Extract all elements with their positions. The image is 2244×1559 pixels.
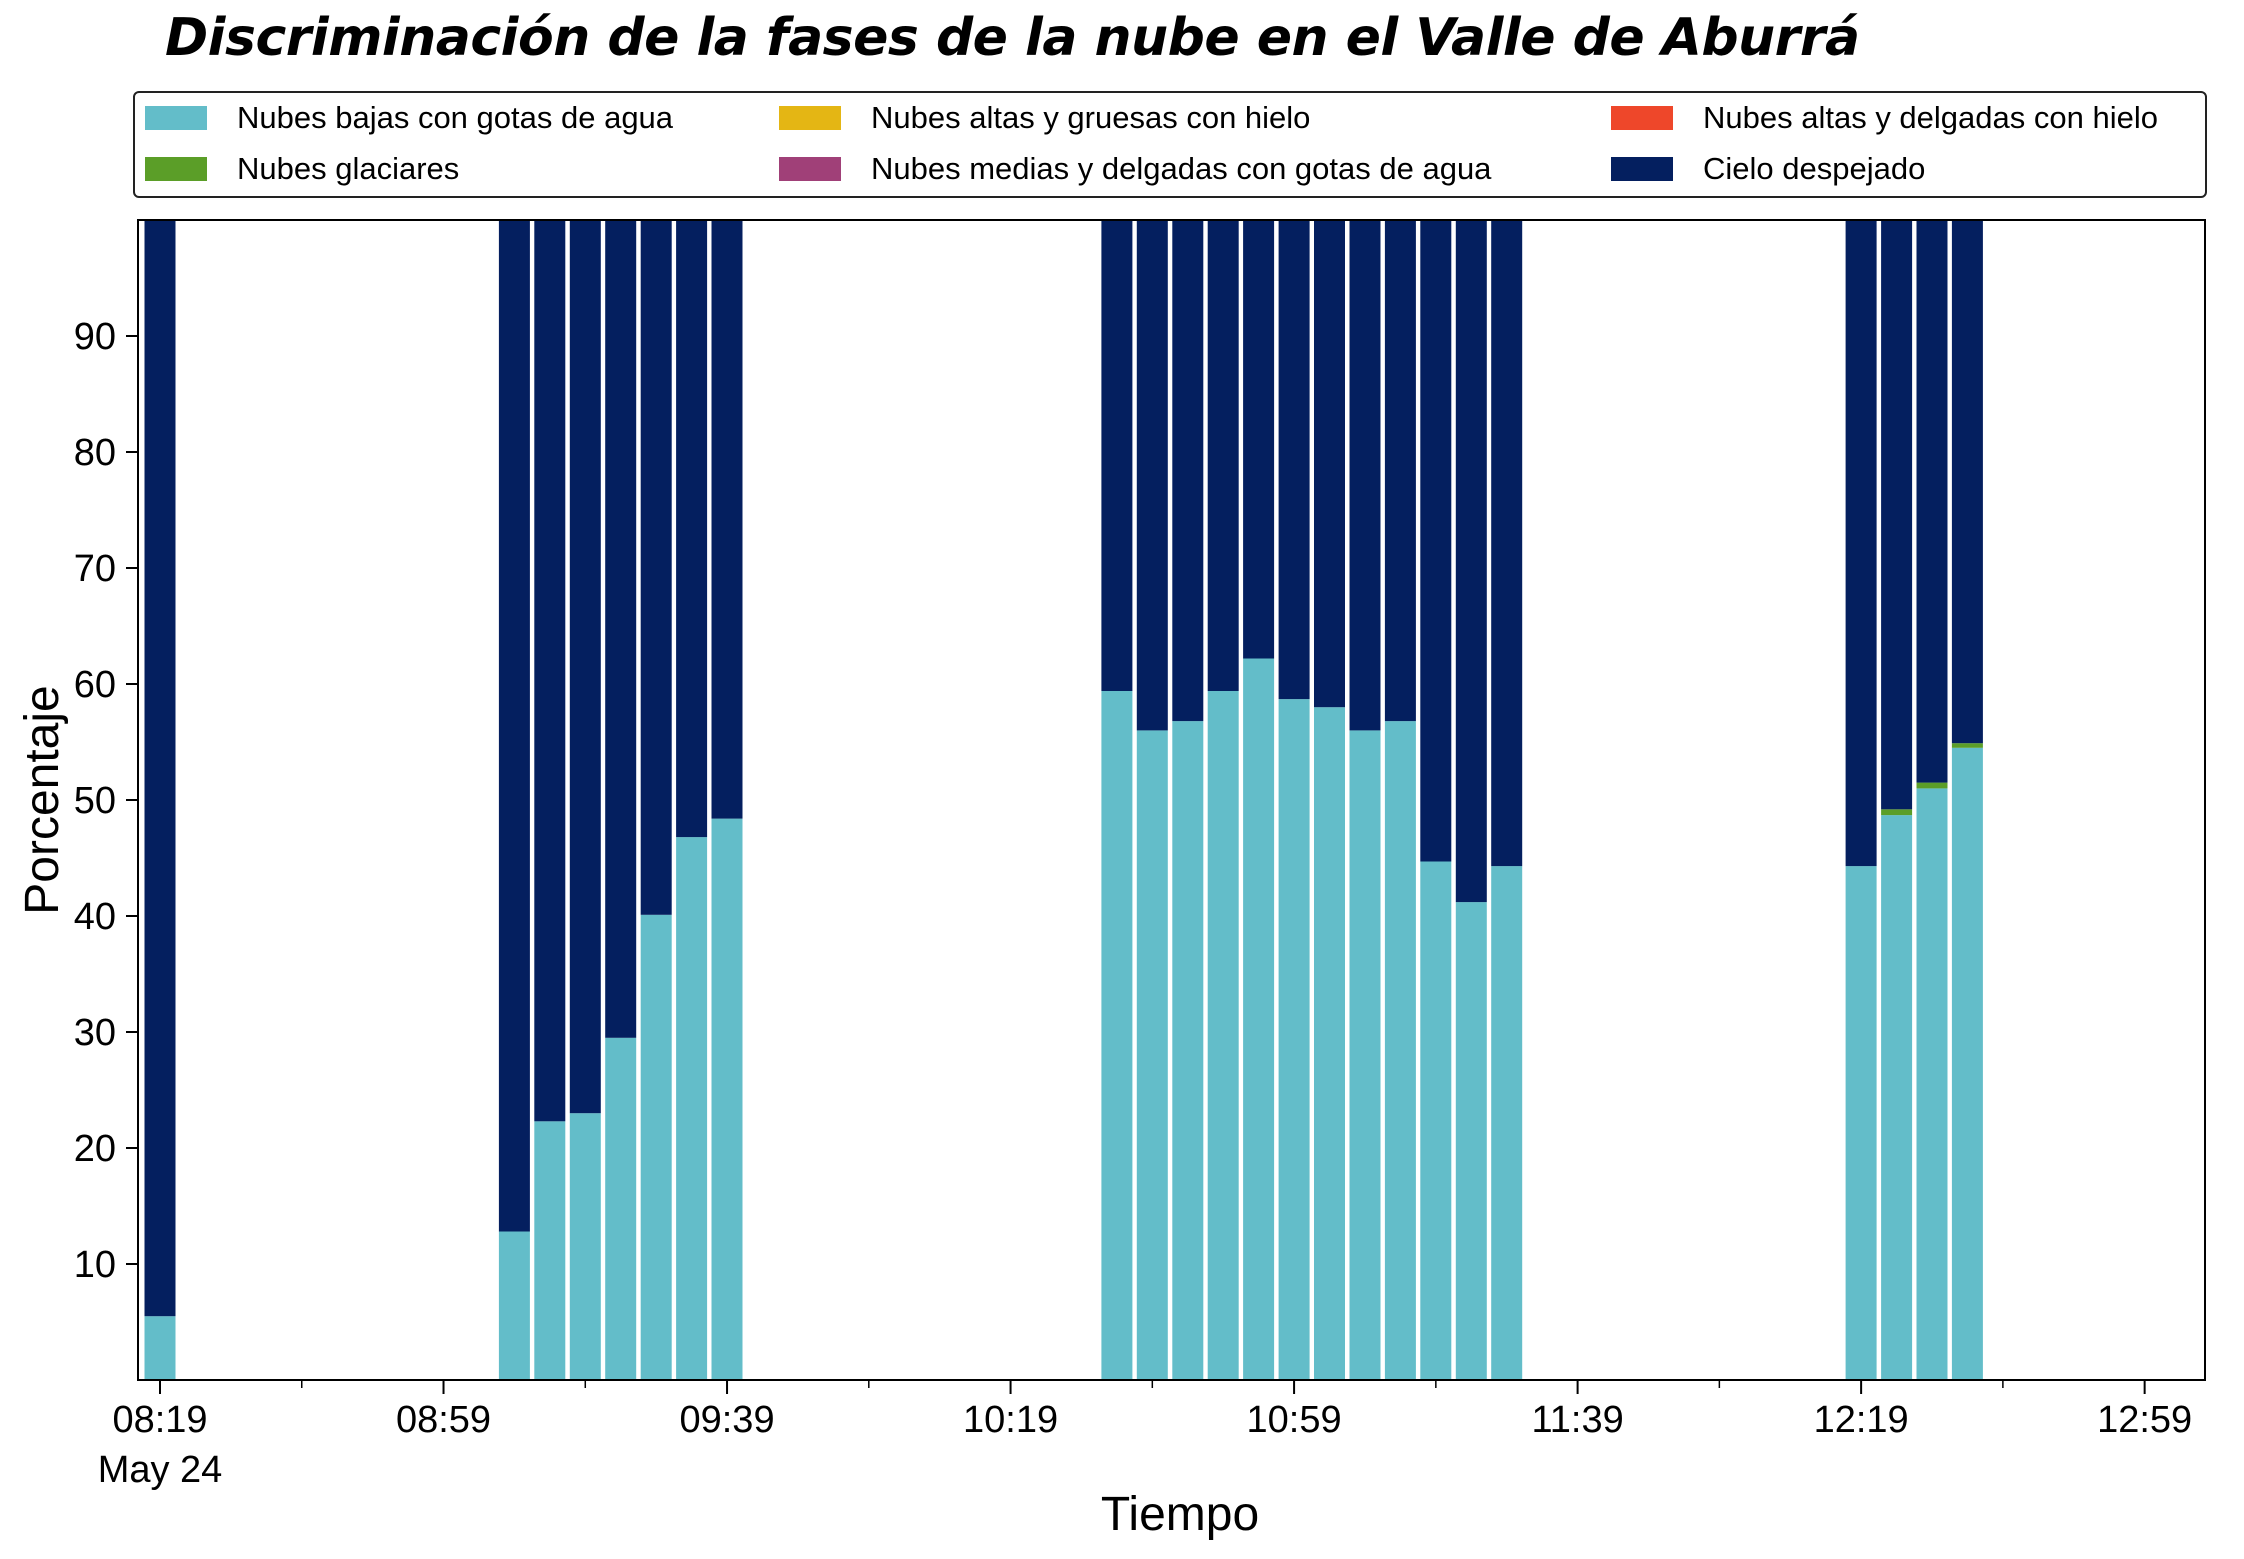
bar-segment xyxy=(1881,815,1913,1380)
x-tick-label: 10:59 xyxy=(1247,1399,1342,1441)
y-tick-label: 30 xyxy=(74,1012,116,1054)
x-axis: 08:19 08:59 09:39 10:19 10:59 11:39 12:19 12:59… xyxy=(98,1380,2192,1491)
bar-segment xyxy=(1951,747,1983,1380)
legend-label: Nubes glaciares xyxy=(237,151,460,186)
legend-item-nubes-glaciares: Nubes glaciares xyxy=(145,149,459,189)
bars-group xyxy=(144,220,1983,1380)
bar-segment xyxy=(1314,220,1345,708)
legend-item-cielo-despejado: Cielo despejado xyxy=(1611,149,1925,189)
bar-segment xyxy=(640,220,672,915)
bar-segment xyxy=(711,220,743,819)
bar-segment xyxy=(1491,220,1523,867)
bar-segment xyxy=(498,1231,530,1380)
bar-segment xyxy=(569,220,601,1114)
bar-segment xyxy=(1455,220,1487,903)
bar-segment xyxy=(1491,866,1523,1380)
bar-segment xyxy=(1455,902,1487,1380)
bar-segment xyxy=(1420,861,1452,1380)
y-tick-label: 70 xyxy=(74,548,116,590)
legend-swatch xyxy=(145,157,207,181)
bar-segment xyxy=(1101,691,1133,1380)
bar-segment xyxy=(1881,220,1913,810)
bar-segment xyxy=(676,837,708,1380)
legend-swatch xyxy=(779,106,841,130)
x-tick-label: 08:59 xyxy=(396,1399,491,1441)
bar-segment xyxy=(1207,220,1239,691)
legend-label: Nubes medias y delgadas con gotas de agu… xyxy=(871,151,1492,186)
bar-segment xyxy=(1243,220,1275,659)
bar-segment xyxy=(569,1113,601,1380)
chart-title: Discriminación de la fases de la nube en… xyxy=(165,8,1860,68)
legend-label: Nubes bajas con gotas de agua xyxy=(237,100,674,135)
bar-segment xyxy=(1243,658,1275,1380)
bar-segment xyxy=(534,1121,566,1380)
legend-label: Cielo despejado xyxy=(1703,151,1926,186)
bar-segment xyxy=(1384,220,1416,722)
x-axis-label: Tiempo xyxy=(1101,1488,1259,1541)
bar-segment xyxy=(1349,220,1381,731)
legend-swatch xyxy=(145,106,207,130)
y-axis: 10 20 30 40 50 60 70 80 90 xyxy=(74,316,138,1286)
bar-segment xyxy=(144,1316,176,1380)
legend-swatch xyxy=(779,157,841,181)
bar-segment xyxy=(1951,220,1983,744)
bar-segment xyxy=(676,220,708,838)
bar-segment xyxy=(1172,721,1204,1380)
legend-item-nubes-altas-delgadas: Nubes altas y delgadas con hielo xyxy=(1611,98,2158,138)
y-tick-label: 60 xyxy=(74,664,116,706)
bar-segment xyxy=(640,914,672,1380)
y-tick-label: 20 xyxy=(74,1128,116,1170)
bar-segment xyxy=(1349,730,1381,1380)
x-tick-label: 12:59 xyxy=(2097,1399,2192,1441)
legend-label: Nubes altas y delgadas con hielo xyxy=(1703,100,2158,135)
bar-segment xyxy=(605,1037,637,1380)
y-tick-label: 90 xyxy=(74,316,116,358)
y-tick-label: 50 xyxy=(74,780,116,822)
x-date-label: May 24 xyxy=(98,1449,223,1491)
y-axis-label: Porcentaje xyxy=(16,685,69,914)
x-tick-label: 12:19 xyxy=(1814,1399,1909,1441)
bar-segment xyxy=(1101,220,1133,691)
bar-segment xyxy=(534,220,566,1122)
bar-segment xyxy=(1384,721,1416,1380)
legend-item-nubes-medias: Nubes medias y delgadas con gotas de agu… xyxy=(779,149,1491,189)
bar-segment xyxy=(144,220,176,1317)
bar-segment xyxy=(1278,220,1310,700)
bar-segment xyxy=(1916,220,1948,783)
bar-segment xyxy=(1420,220,1452,862)
chart-legend: Nubes bajas con gotas de agua Nubes glac… xyxy=(133,91,2207,198)
bar-segment xyxy=(1136,220,1168,731)
bar-segment xyxy=(1881,809,1913,816)
x-tick-label: 11:39 xyxy=(1531,1399,1623,1441)
bar-segment xyxy=(711,818,743,1380)
legend-item-nubes-bajas: Nubes bajas con gotas de agua xyxy=(145,98,673,138)
y-tick-label: 40 xyxy=(74,896,116,938)
bar-segment xyxy=(1916,788,1948,1380)
bar-segment xyxy=(498,220,530,1232)
y-tick-label: 80 xyxy=(74,432,116,474)
x-tick-label: 09:39 xyxy=(679,1399,774,1441)
x-tick-label: 10:19 xyxy=(963,1399,1058,1441)
bar-segment xyxy=(1314,707,1345,1380)
legend-swatch xyxy=(1611,157,1673,181)
bar-segment xyxy=(1136,730,1168,1380)
bar-segment xyxy=(1951,743,1983,748)
x-tick-label: 08:19 xyxy=(112,1399,207,1441)
bar-segment xyxy=(1207,691,1239,1380)
bar-segment xyxy=(1172,220,1204,722)
bar-segment xyxy=(1916,782,1948,789)
bar-segment xyxy=(1845,220,1877,867)
y-tick-label: 10 xyxy=(74,1244,116,1286)
bar-segment xyxy=(1278,699,1310,1380)
bar-segment xyxy=(605,220,637,1038)
legend-label: Nubes altas y gruesas con hielo xyxy=(871,100,1311,135)
bar-segment xyxy=(1845,866,1877,1380)
legend-item-nubes-altas-gruesas: Nubes altas y gruesas con hielo xyxy=(779,98,1310,138)
legend-swatch xyxy=(1611,106,1673,130)
